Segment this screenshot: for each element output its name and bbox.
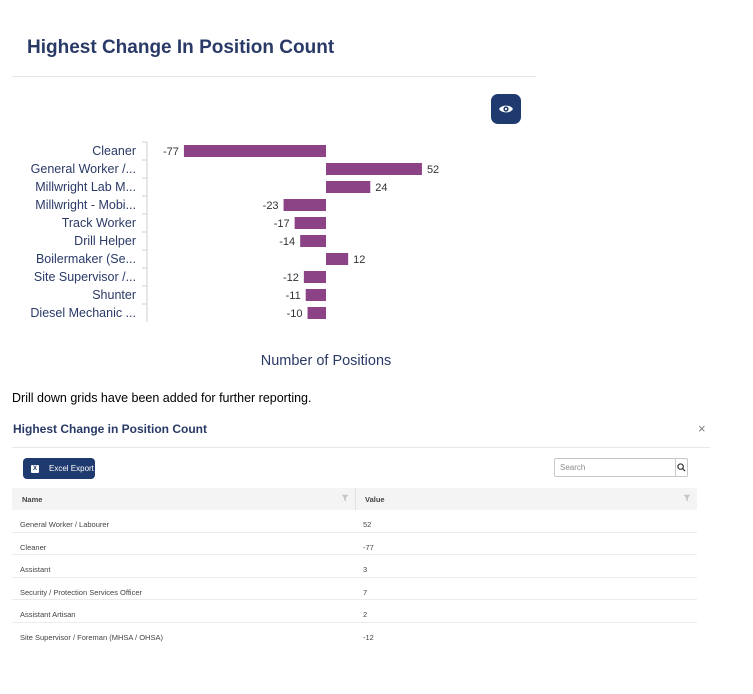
cell-name: Cleaner bbox=[20, 542, 47, 552]
page-title: Highest Change In Position Count bbox=[27, 37, 335, 58]
filter-icon[interactable] bbox=[683, 494, 691, 502]
cell-value: 7 bbox=[363, 587, 368, 597]
grid-title: Highest Change in Position Count bbox=[13, 422, 207, 436]
chart-value-label: -11 bbox=[286, 290, 301, 302]
chart-category-label: Boilermaker (Se... bbox=[36, 252, 136, 266]
chart-bar[interactable] bbox=[307, 307, 326, 319]
chart-value-label: 52 bbox=[427, 164, 439, 176]
title-divider bbox=[12, 76, 536, 77]
search-button[interactable] bbox=[675, 459, 687, 476]
table-row[interactable]: Cleaner -77 bbox=[12, 533, 697, 555]
chart-bar[interactable] bbox=[326, 163, 422, 175]
search-input[interactable] bbox=[555, 459, 675, 476]
chart-category-label: Cleaner bbox=[92, 144, 136, 158]
table-row[interactable]: Security / Protection Services Officer 7 bbox=[12, 578, 697, 600]
chart-value-label: 24 bbox=[375, 182, 387, 194]
visibility-toggle-button[interactable] bbox=[491, 94, 521, 124]
chart-category-label: Millwright - Mobi... bbox=[35, 198, 136, 212]
chart-value-label: -14 bbox=[279, 236, 295, 248]
cell-value: -77 bbox=[363, 542, 374, 552]
chart-category-label: Track Worker bbox=[62, 216, 136, 230]
chart-value-label: -17 bbox=[274, 218, 290, 230]
chart-bar[interactable] bbox=[183, 145, 326, 157]
search-icon bbox=[677, 463, 686, 472]
column-separator bbox=[355, 488, 356, 510]
chart-value-label: 12 bbox=[353, 254, 365, 266]
cell-value: 2 bbox=[363, 610, 368, 619]
filter-icon[interactable] bbox=[341, 494, 349, 502]
close-icon[interactable]: × bbox=[698, 421, 706, 436]
table-row[interactable]: Assistant Artisan 2 bbox=[12, 600, 697, 623]
chart-category-label: General Worker /... bbox=[31, 162, 136, 176]
chart-category-label: Millwright Lab M... bbox=[35, 180, 136, 194]
chart-category-label: Drill Helper bbox=[74, 234, 136, 248]
chart-value-label: -12 bbox=[283, 272, 299, 284]
excel-export-label: Excel Export bbox=[49, 464, 94, 473]
column-header-name[interactable]: Name bbox=[22, 495, 43, 504]
table-row[interactable]: Assistant 3 bbox=[12, 555, 697, 578]
table-header: Name Value bbox=[12, 488, 697, 510]
chart-bar[interactable] bbox=[305, 289, 326, 301]
position-change-chart: Cleaner -77 General Worker /... 52 Millwrigh… bbox=[30, 141, 439, 322]
search-box bbox=[554, 458, 688, 477]
chart-bar[interactable] bbox=[326, 253, 349, 265]
chart-value-label: -77 bbox=[163, 146, 179, 158]
chart-category-label: Site Supervisor /... bbox=[34, 270, 136, 284]
cell-value: 52 bbox=[363, 520, 372, 529]
chart-bar[interactable] bbox=[294, 217, 326, 229]
cell-name: Site Supervisor / Foreman (MHSA / OHSA) bbox=[20, 632, 163, 642]
cell-name: Assistant Artisan bbox=[20, 610, 76, 619]
chart-bar[interactable] bbox=[283, 199, 326, 211]
chart-bar[interactable] bbox=[326, 181, 371, 193]
chart-category-label: Shunter bbox=[92, 288, 136, 302]
table-row[interactable]: Site Supervisor / Foreman (MHSA / OHSA) … bbox=[12, 623, 697, 646]
chart-bar[interactable] bbox=[303, 271, 326, 283]
table-row[interactable]: General Worker / Labourer 52 bbox=[12, 510, 697, 533]
cell-value: 3 bbox=[363, 565, 368, 574]
excel-export-button[interactable]: X Excel Export bbox=[23, 458, 95, 479]
drilldown-note: Drill down grids have been added for fur… bbox=[12, 391, 312, 405]
grid-divider bbox=[12, 447, 710, 448]
cell-value: -12 bbox=[363, 632, 374, 642]
chart-value-label: -23 bbox=[263, 200, 279, 212]
eye-icon bbox=[499, 105, 513, 113]
chart-value-label: -10 bbox=[287, 308, 303, 320]
chart-x-axis-label: Number of Positions bbox=[260, 353, 392, 369]
chart-bar[interactable] bbox=[300, 235, 326, 247]
cell-name: Security / Protection Services Officer bbox=[20, 587, 142, 597]
column-header-value[interactable]: Value bbox=[365, 495, 385, 504]
cell-name: Assistant bbox=[20, 565, 51, 574]
excel-icon: X bbox=[31, 464, 39, 473]
cell-name: General Worker / Labourer bbox=[20, 520, 110, 529]
drilldown-table: Name Value General Worker / Labourer 52 … bbox=[12, 488, 697, 645]
chart-category-label: Diesel Mechanic ... bbox=[30, 306, 136, 320]
